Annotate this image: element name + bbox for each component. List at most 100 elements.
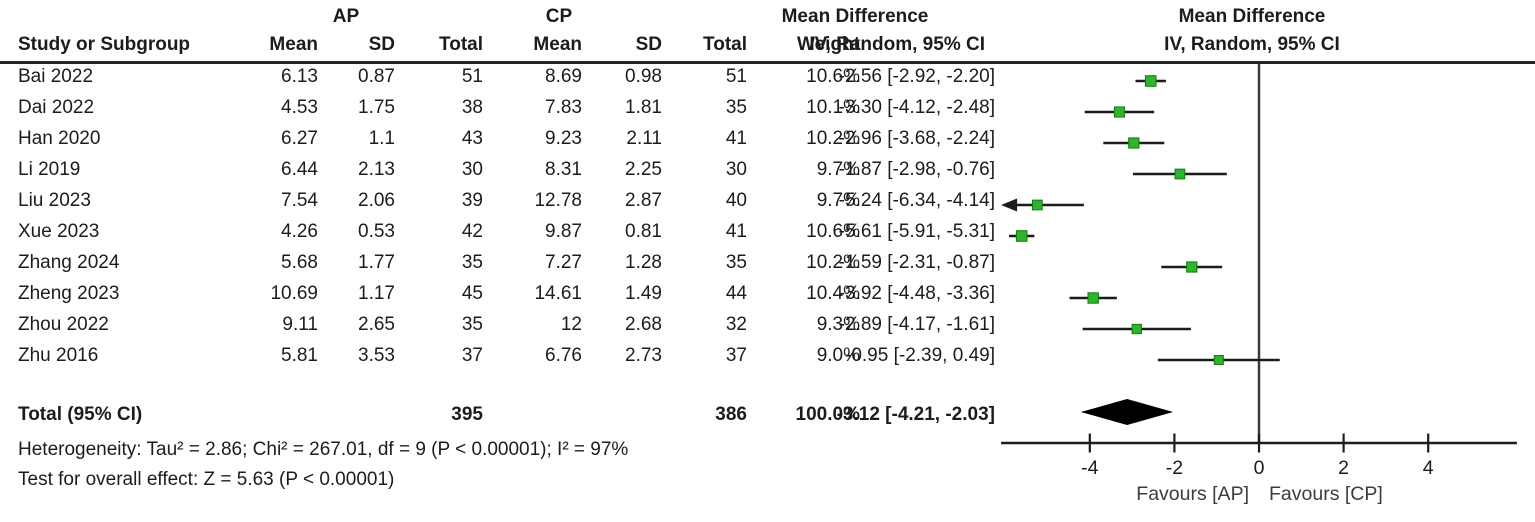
g1-mean-cell: 6.13 <box>281 66 318 87</box>
weight-cell: 10.6% <box>806 66 860 87</box>
g1-total-cell: 42 <box>461 221 483 242</box>
ci-text-cell: -1.59 [-2.31, -0.87] <box>838 252 995 273</box>
g2-mean-cell: 7.27 <box>545 252 582 273</box>
g2-total-cell: 44 <box>725 283 747 304</box>
col-header-sd1: SD <box>368 34 395 55</box>
arrow-left-icon <box>1001 198 1018 212</box>
g1-mean-cell: 6.44 <box>281 159 318 180</box>
g2-mean-cell: 6.76 <box>545 345 582 366</box>
effect-marker <box>1131 323 1142 335</box>
g2-sd-cell: 0.98 <box>625 66 662 87</box>
effect-marker <box>1174 168 1186 180</box>
study-name-cell: Zheng 2023 <box>18 283 120 304</box>
tick-label: -4 <box>1081 457 1098 479</box>
effect-header-right: Mean Difference <box>1178 6 1326 27</box>
ci-text-cell: -5.61 [-5.91, -5.31] <box>838 221 995 242</box>
g1-total-cell: 35 <box>461 252 483 273</box>
col-header-mean2: Mean <box>533 34 582 55</box>
ci-text-cell: -3.30 [-4.12, -2.48] <box>838 97 995 118</box>
g2-sd-cell: 1.49 <box>625 283 662 304</box>
g1-mean-cell: 4.53 <box>281 97 318 118</box>
g2-total-cell: 41 <box>725 221 747 242</box>
g2-total-cell: 35 <box>725 97 747 118</box>
col-header-total2: Total <box>703 34 747 55</box>
weight-cell: 9.0% <box>816 345 860 366</box>
g2-sd-cell: 0.81 <box>625 221 662 242</box>
effect-marker <box>1015 230 1028 242</box>
effect-marker <box>1087 292 1099 304</box>
heterogeneity-text: Heterogeneity: Tau² = 2.86; Chi² = 267.0… <box>18 439 629 460</box>
g1-mean-cell: 7.54 <box>281 190 318 211</box>
effect-marker <box>1031 199 1043 211</box>
ci-text-cell: -5.24 [-6.34, -4.14] <box>838 190 995 211</box>
weight-cell: 10.2% <box>806 128 860 149</box>
study-name-cell: Zhang 2024 <box>18 252 120 273</box>
g1-sd-cell: 2.06 <box>358 190 395 211</box>
g2-total-cell: 35 <box>725 252 747 273</box>
study-name-cell: Zhou 2022 <box>18 314 109 335</box>
tick-label: 4 <box>1423 457 1434 479</box>
effect-marker <box>1113 106 1125 118</box>
weight-cell: 9.3% <box>816 314 860 335</box>
total-g2: 386 <box>715 404 747 425</box>
g2-sd-cell: 2.25 <box>625 159 662 180</box>
g1-total-cell: 39 <box>461 190 483 211</box>
g1-sd-cell: 0.53 <box>358 221 395 242</box>
effect-marker <box>1144 75 1157 87</box>
ci-text-cell: -0.95 [-2.39, 0.49] <box>845 345 995 366</box>
g2-mean-cell: 9.87 <box>545 221 582 242</box>
col-header-total1: Total <box>439 34 483 55</box>
g1-total-cell: 43 <box>461 128 483 149</box>
g1-sd-cell: 2.65 <box>358 314 395 335</box>
g1-sd-cell: 1.75 <box>358 97 395 118</box>
study-name-cell: Li 2019 <box>18 159 81 180</box>
effect-marker <box>1186 261 1198 273</box>
col-header-sd2: SD <box>635 34 662 55</box>
g1-total-cell: 45 <box>461 283 483 304</box>
weight-cell: 9.7% <box>816 159 860 180</box>
g1-sd-cell: 0.87 <box>358 66 395 87</box>
g2-mean-cell: 8.31 <box>545 159 582 180</box>
total-ci: -3.12 [-4.21, -2.03] <box>836 404 995 425</box>
favours-left-label: Favours [AP] <box>1136 483 1249 505</box>
g2-sd-cell: 2.68 <box>625 314 662 335</box>
col-header-mean1: Mean <box>269 34 318 55</box>
study-name-cell: Han 2020 <box>18 128 101 149</box>
col-header-weight: Weight <box>797 34 860 55</box>
g1-total-cell: 51 <box>461 66 483 87</box>
total-label: Total (95% CI) <box>18 404 143 425</box>
g1-sd-cell: 1.17 <box>358 283 395 304</box>
g1-mean-cell: 4.26 <box>281 221 318 242</box>
ci-text-cell: -1.87 [-2.98, -0.76] <box>838 159 995 180</box>
ci-text-cell: -3.92 [-4.48, -3.36] <box>838 283 995 304</box>
g1-total-cell: 35 <box>461 314 483 335</box>
g2-mean-cell: 12 <box>560 314 582 335</box>
g2-sd-cell: 2.73 <box>625 345 662 366</box>
g1-sd-cell: 2.13 <box>358 159 395 180</box>
g2-total-cell: 32 <box>725 314 747 335</box>
ci-text-cell: -2.89 [-4.17, -1.61] <box>838 314 995 335</box>
weight-cell: 9.7% <box>816 190 860 211</box>
tick-label: -2 <box>1166 457 1183 479</box>
g2-sd-cell: 1.28 <box>625 252 662 273</box>
g1-mean-cell: 5.68 <box>281 252 318 273</box>
effect-marker <box>1128 137 1140 149</box>
group2-header: CP <box>545 6 573 27</box>
study-name-cell: Dai 2022 <box>18 97 95 118</box>
g1-sd-cell: 1.77 <box>358 252 395 273</box>
total-weight: 100.0% <box>795 404 860 425</box>
summary-diamond <box>1080 399 1174 425</box>
g2-total-cell: 30 <box>725 159 747 180</box>
overall-effect-text: Test for overall effect: Z = 5.63 (P < 0… <box>18 469 395 490</box>
effect-marker <box>1213 355 1224 365</box>
g1-mean-cell: 6.27 <box>281 128 318 149</box>
weight-cell: 10.1% <box>806 97 860 118</box>
g1-mean-cell: 10.69 <box>270 283 318 304</box>
tick-label: 2 <box>1338 457 1349 479</box>
g2-mean-cell: 12.78 <box>534 190 582 211</box>
col-header-method-right: IV, Random, 95% CI <box>1164 34 1340 55</box>
g1-mean-cell: 5.81 <box>281 345 318 366</box>
total-g1: 395 <box>451 404 483 425</box>
